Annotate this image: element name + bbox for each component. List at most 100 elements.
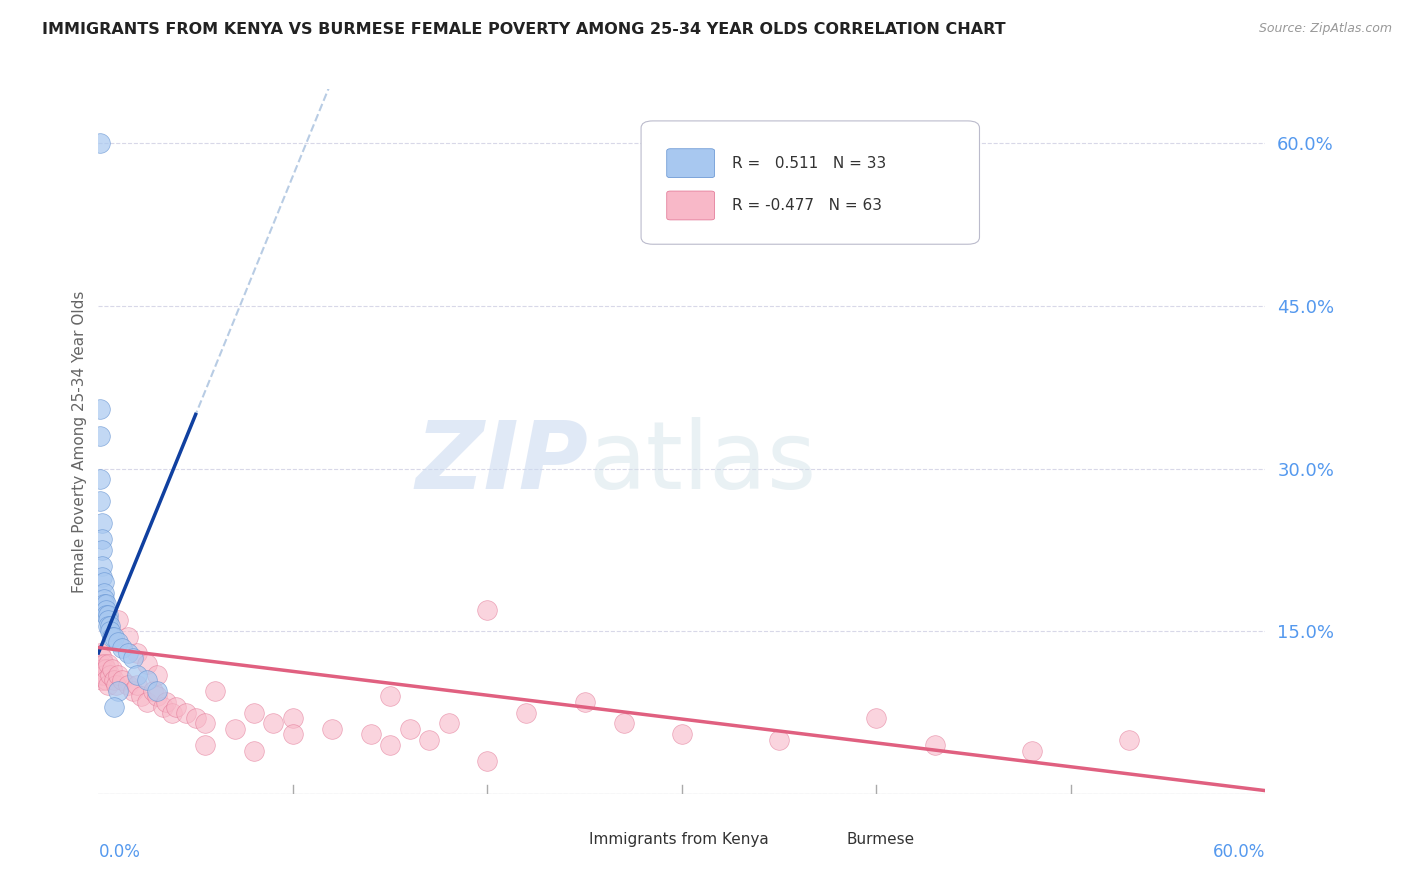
Point: [89, 657, 111, 671]
Point: [360, 727, 382, 741]
Point: [865, 711, 887, 725]
Point: [136, 657, 159, 671]
Point: [97, 607, 120, 622]
Point: [111, 673, 134, 687]
Point: [165, 700, 187, 714]
Point: [91, 673, 114, 687]
Point: [103, 630, 125, 644]
Point: [91, 570, 114, 584]
Point: [398, 722, 420, 736]
Point: [380, 738, 402, 752]
Point: [101, 662, 124, 676]
Point: [671, 727, 693, 741]
Point: [380, 690, 402, 704]
FancyBboxPatch shape: [540, 830, 581, 849]
Point: [321, 722, 343, 736]
Point: [93, 657, 115, 671]
Point: [98, 624, 121, 639]
FancyBboxPatch shape: [666, 191, 714, 220]
Point: [91, 559, 114, 574]
Point: [91, 543, 114, 558]
Point: [98, 667, 121, 681]
Point: [89, 494, 111, 508]
Point: [174, 706, 197, 720]
Point: [127, 667, 149, 681]
Point: [97, 657, 120, 671]
Point: [127, 678, 149, 692]
Point: [98, 619, 121, 633]
Point: [477, 602, 499, 616]
Point: [93, 575, 115, 590]
Point: [89, 667, 111, 681]
Point: [477, 755, 499, 769]
Point: [103, 673, 125, 687]
Point: [91, 651, 114, 665]
Point: [91, 516, 114, 530]
Point: [96, 597, 118, 611]
Point: [117, 678, 139, 692]
Point: [515, 706, 537, 720]
Point: [122, 684, 145, 698]
Point: [136, 673, 159, 687]
Point: [924, 738, 946, 752]
Point: [89, 429, 111, 443]
Point: [117, 646, 139, 660]
Point: [107, 635, 129, 649]
FancyBboxPatch shape: [666, 149, 714, 178]
Point: [194, 716, 217, 731]
Point: [574, 695, 596, 709]
Point: [155, 695, 177, 709]
Point: [93, 591, 115, 606]
Text: IMMIGRANTS FROM KENYA VS BURMESE FEMALE POVERTY AMONG 25-34 YEAR OLDS CORRELATIO: IMMIGRANTS FROM KENYA VS BURMESE FEMALE …: [42, 22, 1005, 37]
Point: [107, 684, 129, 698]
Point: [281, 711, 304, 725]
Point: [437, 716, 460, 731]
Point: [91, 532, 114, 546]
Text: R =   0.511   N = 33: R = 0.511 N = 33: [733, 156, 886, 170]
Point: [281, 727, 304, 741]
Point: [146, 690, 169, 704]
Point: [146, 667, 169, 681]
Point: [97, 614, 120, 628]
Point: [103, 700, 125, 714]
Point: [243, 706, 266, 720]
Point: [93, 586, 115, 600]
Point: [96, 662, 118, 676]
FancyBboxPatch shape: [641, 121, 980, 244]
Point: [117, 630, 139, 644]
Point: [93, 667, 115, 681]
Point: [93, 597, 115, 611]
Point: [204, 684, 226, 698]
Text: 60.0%: 60.0%: [1213, 843, 1265, 861]
Point: [97, 678, 120, 692]
Text: ZIP: ZIP: [416, 417, 589, 508]
Point: [96, 673, 118, 687]
Point: [96, 602, 118, 616]
Text: atlas: atlas: [589, 417, 817, 508]
Point: [96, 607, 118, 622]
Point: [418, 732, 440, 747]
Text: 0.0%: 0.0%: [98, 843, 141, 861]
Text: Immigrants from Kenya: Immigrants from Kenya: [589, 832, 769, 847]
Point: [142, 684, 165, 698]
Point: [111, 640, 134, 655]
Point: [224, 722, 246, 736]
Point: [194, 738, 217, 752]
FancyBboxPatch shape: [796, 830, 837, 849]
Point: [129, 690, 152, 704]
Point: [107, 614, 129, 628]
Point: [1021, 743, 1043, 757]
Point: [768, 732, 790, 747]
Point: [89, 646, 111, 660]
Point: [127, 646, 149, 660]
Point: [89, 402, 111, 417]
Point: [101, 630, 124, 644]
Text: Source: ZipAtlas.com: Source: ZipAtlas.com: [1258, 22, 1392, 36]
Point: [152, 700, 174, 714]
Point: [262, 716, 284, 731]
Point: [162, 706, 184, 720]
Point: [243, 743, 266, 757]
Text: R = -0.477   N = 63: R = -0.477 N = 63: [733, 198, 882, 213]
Point: [613, 716, 636, 731]
Y-axis label: Female Poverty Among 25-34 Year Olds: Female Poverty Among 25-34 Year Olds: [72, 291, 87, 592]
